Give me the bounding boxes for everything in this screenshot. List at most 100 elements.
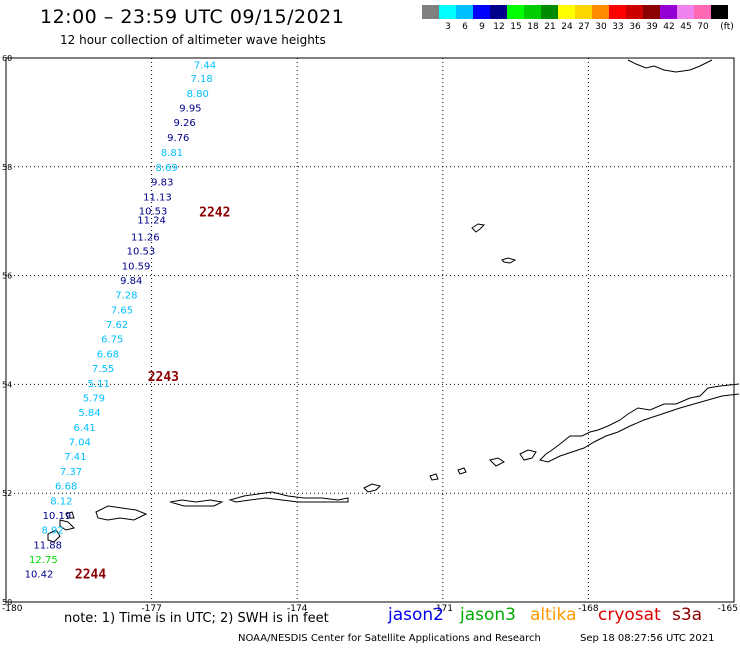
coastline-st-matthew-island bbox=[471, 223, 486, 233]
wave-height-value: 9.84 bbox=[120, 276, 142, 287]
wave-height-value: 7.41 bbox=[64, 452, 86, 463]
wave-height-value: 10.53 bbox=[139, 206, 168, 217]
latitude-tick-label: 60 bbox=[2, 54, 12, 63]
wave-height-value: 8.69 bbox=[156, 163, 178, 174]
wave-height-value: 9.76 bbox=[167, 133, 189, 144]
wave-height-value: 7.18 bbox=[190, 74, 212, 85]
pass-number-label: 2243 bbox=[148, 370, 179, 385]
generation-timestamp: Sep 18 08:27:56 UTC 2021 bbox=[580, 633, 715, 644]
wave-height-track: 7.44 7.18 8.80 9.95 9.26 9.76 8.81 8.69 9.83 11.1… bbox=[25, 61, 216, 581]
colorbar-swatch bbox=[422, 5, 439, 19]
colorbar-swatch bbox=[643, 5, 660, 19]
wave-height-value: 6.68 bbox=[55, 482, 77, 493]
wave-height-value: 10.53 bbox=[127, 247, 156, 258]
longitude-tick-label: -168 bbox=[578, 604, 599, 614]
coastline-atka-island bbox=[363, 483, 381, 493]
map-frame bbox=[5, 57, 735, 603]
coastline-pribilof-island bbox=[501, 257, 517, 264]
chart-subtitle: 12 hour collection of altimeter wave hei… bbox=[60, 33, 326, 47]
colorbar-label: 9 bbox=[479, 22, 485, 32]
colorbar-label: 30 bbox=[595, 22, 607, 32]
satellite-legend-s3a: s3a bbox=[672, 605, 703, 625]
wave-height-value: 9.95 bbox=[179, 104, 201, 115]
colorbar-label: 33 bbox=[612, 22, 624, 32]
colorbar-swatch bbox=[711, 5, 728, 19]
colorbar-unit: (ft) bbox=[720, 22, 734, 32]
colorbar-label: 6 bbox=[462, 22, 468, 32]
colorbar-label: 45 bbox=[680, 22, 692, 32]
wave-height-value: 10.19 bbox=[43, 511, 72, 522]
wave-height-value: 7.62 bbox=[106, 320, 128, 331]
colorbar-swatch bbox=[660, 5, 677, 19]
satellite-legend-altika: altika bbox=[530, 605, 577, 625]
colorbar-label: 24 bbox=[561, 22, 573, 32]
axis-tick-labels: -180 -177 -174 -171 -168 -165 60 58 56 54 52 50 bbox=[2, 54, 738, 614]
latitude-tick-label: 56 bbox=[2, 272, 12, 281]
wave-height-value: 7.04 bbox=[69, 438, 91, 449]
wave-height-value: 11.24 bbox=[137, 216, 166, 227]
colorbar-label: 70 bbox=[697, 22, 709, 32]
colorbar-label: 3 bbox=[445, 22, 451, 32]
wave-height-value: 11.88 bbox=[33, 540, 62, 551]
pass-labels: 2242 2243 2244 bbox=[75, 205, 231, 582]
coastline-alaska-mainland bbox=[627, 59, 713, 73]
units-note: note: 1) Time is in UTC; 2) SWH is in fe… bbox=[64, 611, 329, 626]
colorbar-label: 18 bbox=[527, 22, 539, 32]
wave-height-value: 9.26 bbox=[173, 118, 195, 129]
colorbar-swatch bbox=[677, 5, 694, 19]
wave-height-value: 7.37 bbox=[60, 467, 82, 478]
colorbar-label: 12 bbox=[493, 22, 505, 32]
coastline-andreanof-islands bbox=[228, 491, 349, 503]
wave-height-value: 7.44 bbox=[194, 61, 216, 72]
latitude-tick-label: 50 bbox=[2, 598, 12, 607]
coastline bbox=[47, 59, 740, 543]
coastline-alaska-peninsula bbox=[539, 383, 740, 463]
wave-height-value: 10.42 bbox=[25, 570, 54, 581]
wave-height-value: 5.79 bbox=[83, 393, 105, 404]
wave-height-value: 6.75 bbox=[101, 335, 123, 346]
source-credit: NOAA/NESDIS Center for Satellite Applica… bbox=[238, 633, 541, 644]
colorbar-label: 15 bbox=[510, 22, 522, 32]
longitude-tick-label: -177 bbox=[141, 604, 161, 614]
colorbar-swatch bbox=[439, 5, 456, 19]
colorbar-swatch bbox=[473, 5, 490, 19]
wave-height-value: 7.28 bbox=[115, 291, 137, 302]
wave-height-value: 8.92 bbox=[41, 526, 63, 537]
wave-height-value: 11.13 bbox=[143, 193, 172, 204]
colorbar-swatch bbox=[575, 5, 592, 19]
colorbar-swatch bbox=[507, 5, 524, 19]
coastline-near-islands bbox=[95, 505, 148, 521]
satellite-legend-cryosat: cryosat bbox=[598, 605, 661, 625]
coastline-semichi-island bbox=[65, 511, 75, 519]
coastline-islet-2 bbox=[429, 473, 439, 481]
colorbar-label: 27 bbox=[578, 22, 590, 32]
longitude-tick-label: -174 bbox=[287, 604, 308, 614]
coastline-fox-island bbox=[489, 457, 505, 467]
coastline-attu-island bbox=[59, 519, 75, 531]
coastline-unimak-islands bbox=[519, 449, 537, 461]
wave-height-value: 8.12 bbox=[50, 496, 72, 507]
colorbar-swatch bbox=[609, 5, 626, 19]
chart-title: 12:00 – 23:59 UTC 09/15/2021 bbox=[40, 6, 345, 28]
wave-height-value: 11.26 bbox=[131, 232, 160, 243]
colorbar-label: 36 bbox=[629, 22, 641, 32]
colorbar-swatch bbox=[456, 5, 473, 19]
colorbar-swatch bbox=[541, 5, 558, 19]
colorbar-swatch bbox=[524, 5, 541, 19]
colorbar-label: 42 bbox=[663, 22, 675, 32]
wave-height-value: 5.11 bbox=[88, 379, 110, 390]
wave-height-value: 8.80 bbox=[187, 89, 209, 100]
latitude-tick-label: 58 bbox=[2, 163, 12, 172]
colorbar-swatch bbox=[626, 5, 643, 19]
longitude-tick-label: -180 bbox=[2, 604, 23, 614]
wave-height-value: 7.65 bbox=[111, 305, 133, 316]
longitude-tick-label: -171 bbox=[433, 604, 453, 614]
satellite-legend-jason2: jason2 bbox=[388, 605, 444, 625]
coastline-rat-islands bbox=[169, 499, 224, 507]
colorbar-swatch bbox=[490, 5, 507, 19]
satellite-legend-jason3: jason3 bbox=[460, 605, 516, 625]
colorbar-swatch bbox=[558, 5, 575, 19]
colorbar-label: 21 bbox=[544, 22, 556, 32]
coastline-islet-1 bbox=[457, 467, 467, 475]
